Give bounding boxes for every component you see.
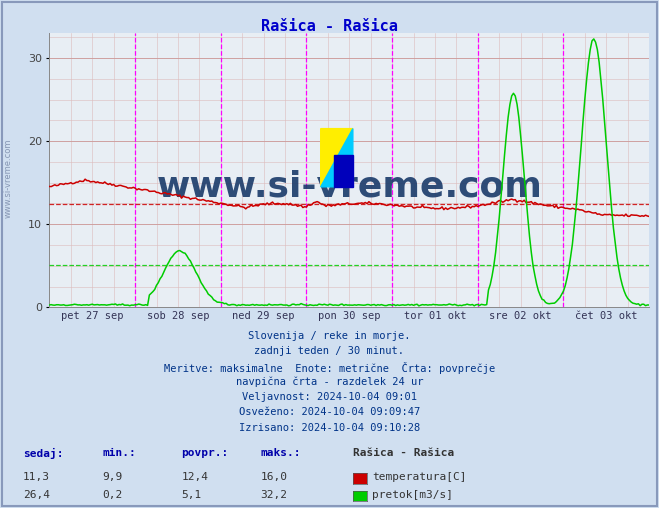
Text: pon 30 sep: pon 30 sep: [318, 311, 380, 321]
Text: povpr.:: povpr.:: [181, 448, 229, 458]
Text: Rašica - Rašica: Rašica - Rašica: [353, 448, 454, 458]
Polygon shape: [321, 129, 353, 187]
Text: Izrisano: 2024-10-04 09:10:28: Izrisano: 2024-10-04 09:10:28: [239, 423, 420, 433]
Text: tor 01 okt: tor 01 okt: [404, 311, 466, 321]
Text: 5,1: 5,1: [181, 490, 202, 500]
Text: pretok[m3/s]: pretok[m3/s]: [372, 490, 453, 500]
Text: Osveženo: 2024-10-04 09:09:47: Osveženo: 2024-10-04 09:09:47: [239, 407, 420, 418]
Polygon shape: [321, 129, 353, 187]
Text: min.:: min.:: [102, 448, 136, 458]
Text: ned 29 sep: ned 29 sep: [233, 311, 295, 321]
Text: 26,4: 26,4: [23, 490, 50, 500]
Bar: [334, 155, 353, 187]
Text: 9,9: 9,9: [102, 472, 123, 483]
Text: maks.:: maks.:: [260, 448, 301, 458]
Text: temperatura[C]: temperatura[C]: [372, 472, 467, 483]
Text: Rašica - Rašica: Rašica - Rašica: [261, 19, 398, 35]
Text: sre 02 okt: sre 02 okt: [490, 311, 552, 321]
Text: sob 28 sep: sob 28 sep: [147, 311, 209, 321]
Text: www.si-vreme.com: www.si-vreme.com: [3, 138, 13, 217]
Text: pet 27 sep: pet 27 sep: [61, 311, 123, 321]
Text: www.si-vreme.com: www.si-vreme.com: [156, 170, 542, 204]
Text: 32,2: 32,2: [260, 490, 287, 500]
Text: 12,4: 12,4: [181, 472, 208, 483]
Text: čet 03 okt: čet 03 okt: [575, 311, 637, 321]
Text: sedaj:: sedaj:: [23, 448, 63, 459]
Text: navpična črta - razdelek 24 ur: navpična črta - razdelek 24 ur: [236, 377, 423, 388]
Text: zadnji teden / 30 minut.: zadnji teden / 30 minut.: [254, 346, 405, 357]
Text: Slovenija / reke in morje.: Slovenija / reke in morje.: [248, 331, 411, 341]
Text: 11,3: 11,3: [23, 472, 50, 483]
Text: Meritve: maksimalne  Enote: metrične  Črta: povprečje: Meritve: maksimalne Enote: metrične Črta…: [164, 362, 495, 374]
Text: 16,0: 16,0: [260, 472, 287, 483]
Text: Veljavnost: 2024-10-04 09:01: Veljavnost: 2024-10-04 09:01: [242, 392, 417, 402]
Text: 0,2: 0,2: [102, 490, 123, 500]
